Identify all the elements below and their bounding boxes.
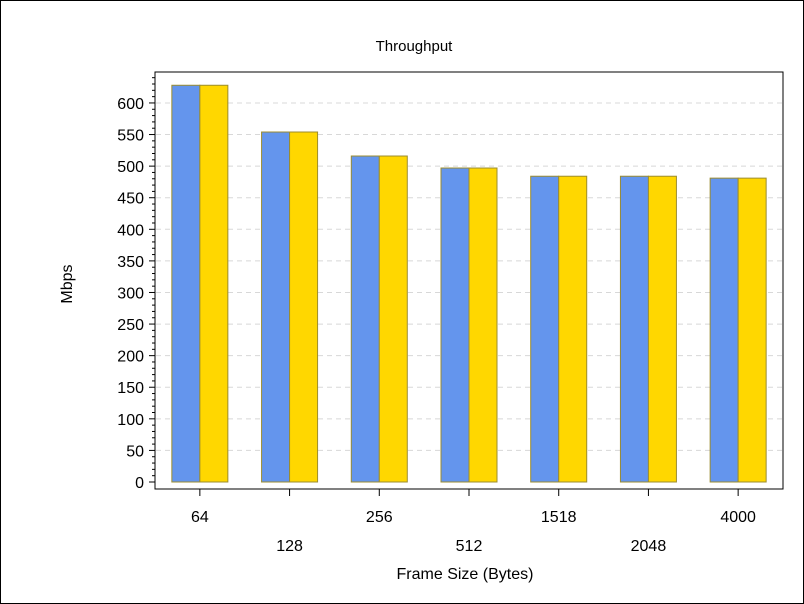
bar <box>199 84 229 483</box>
bar <box>378 155 408 483</box>
x-tick-label: 128 <box>276 538 303 555</box>
chart-title: Throughput <box>376 38 454 55</box>
bar <box>350 155 380 483</box>
x-axis-label: Frame Size (Bytes) <box>397 566 534 583</box>
x-tick-label: 64 <box>191 509 209 526</box>
axes-layer: 0 50 100 150 200 250 300 350 400 450 500 550 600 64 12… <box>117 77 756 555</box>
bar <box>619 175 649 483</box>
y-tick-label: 450 <box>117 191 144 208</box>
bar <box>647 175 677 483</box>
y-tick-label: 0 <box>135 475 144 492</box>
bar <box>737 177 767 483</box>
bars-layer <box>171 84 767 483</box>
y-tick-label: 400 <box>117 222 144 239</box>
bar <box>468 167 498 483</box>
y-axis-label: Mbps <box>59 264 76 303</box>
bar <box>261 131 291 483</box>
bar <box>440 167 470 483</box>
y-tick-label: 550 <box>117 128 144 145</box>
y-tick-label: 250 <box>117 317 144 334</box>
y-tick-label: 300 <box>117 285 144 302</box>
y-tick-label: 350 <box>117 254 144 271</box>
y-tick-label: 600 <box>117 96 144 113</box>
bar <box>289 131 319 483</box>
x-tick-label: 256 <box>366 509 393 526</box>
bar <box>530 175 560 483</box>
y-tick-label: 500 <box>117 159 144 176</box>
y-tick-label: 150 <box>117 380 144 397</box>
y-tick-label: 50 <box>126 443 144 460</box>
y-tick-label: 100 <box>117 412 144 429</box>
x-tick-label: 512 <box>456 538 483 555</box>
y-tick-label: 200 <box>117 349 144 366</box>
x-tick-label: 4000 <box>720 509 756 526</box>
x-tick-label: 1518 <box>541 509 577 526</box>
x-tick-label: 2048 <box>631 538 667 555</box>
bar <box>709 177 739 483</box>
bar <box>171 84 201 483</box>
bar <box>558 175 588 483</box>
